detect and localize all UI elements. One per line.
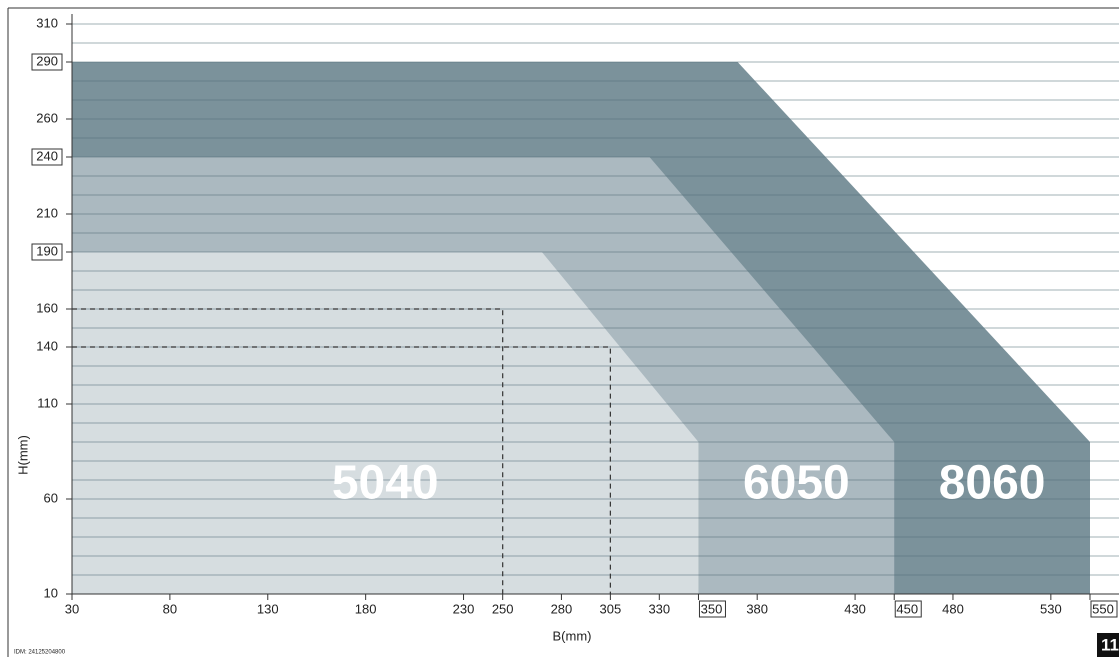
y-tick-label: 60 [44, 490, 58, 505]
y-tick-label: 140 [36, 338, 58, 353]
page-number: 11 [1101, 635, 1119, 654]
y-tick-label: 110 [37, 395, 58, 410]
x-tick-label: 305 [600, 601, 622, 616]
guide-line [72, 346, 611, 594]
y-tick-label: 210 [36, 205, 58, 220]
region-label: 8060 [939, 456, 1046, 509]
x-tick-label: 480 [942, 601, 964, 616]
x-tick-label: 530 [1040, 601, 1062, 616]
x-tick-label: 430 [844, 601, 866, 616]
x-axis-title: B(mm) [553, 628, 592, 643]
x-tick-label: 130 [257, 601, 279, 616]
x-tick-label: 230 [453, 601, 475, 616]
tick-box [1090, 600, 1118, 618]
region-label: 5040 [332, 456, 439, 509]
y-tick-label: 290 [36, 53, 58, 68]
tick-box [31, 243, 63, 261]
x-tick-label: 380 [746, 601, 768, 616]
x-tick-label: 350 [701, 601, 723, 616]
region-label: 6050 [743, 456, 850, 509]
y-tick-label: 310 [36, 15, 58, 30]
x-tick-label: 330 [648, 601, 670, 616]
tick-box [31, 148, 63, 166]
tick-box [894, 600, 922, 618]
y-tick-label: 260 [36, 110, 58, 125]
footer-id: IDM: 24125204800 [14, 650, 66, 656]
x-tick-label: 30 [65, 601, 79, 616]
x-tick-label: 250 [492, 601, 514, 616]
x-tick-label: 280 [551, 601, 573, 616]
y-tick-label: 10 [44, 585, 58, 600]
x-tick-label: 80 [163, 601, 177, 616]
x-tick-label: 180 [355, 601, 377, 616]
page-number-box [1097, 633, 1119, 657]
x-tick-label: 550 [1092, 601, 1114, 616]
y-tick-label: 240 [36, 148, 58, 163]
x-tick-label: 450 [896, 601, 918, 616]
tick-box [31, 53, 63, 71]
y-tick-label: 190 [36, 243, 58, 258]
y-axis-title: H(mm) [15, 435, 30, 475]
y-tick-label: 160 [36, 300, 58, 315]
tick-box [698, 600, 726, 618]
